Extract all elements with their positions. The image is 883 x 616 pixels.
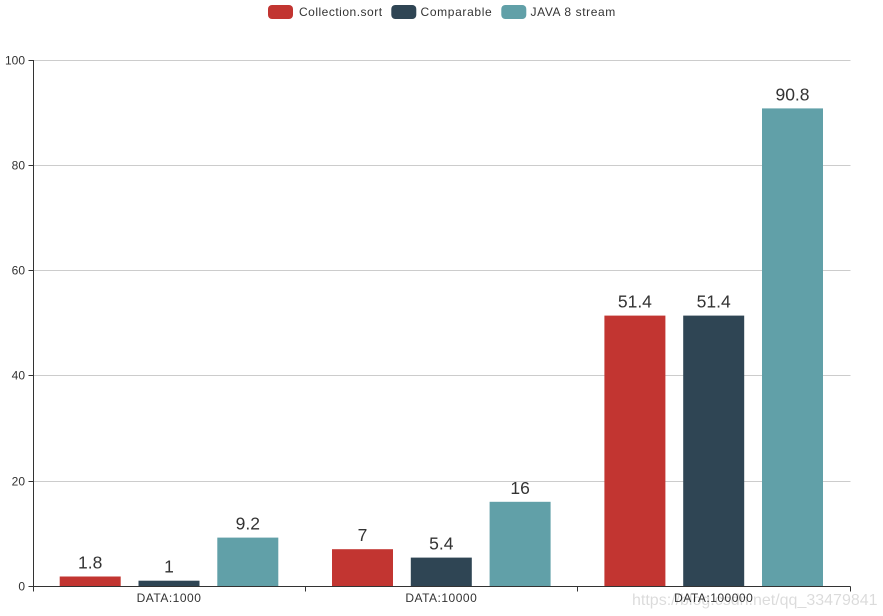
svg-text:80: 80 — [12, 159, 26, 173]
svg-text:51.4: 51.4 — [697, 292, 731, 312]
svg-text:16: 16 — [510, 478, 529, 498]
svg-text:20: 20 — [12, 475, 26, 489]
svg-text:DATA:10000: DATA:10000 — [405, 591, 477, 605]
svg-text:0: 0 — [18, 580, 25, 594]
svg-text:1.8: 1.8 — [78, 553, 102, 573]
svg-text:https://blog.csdn.net/qq_33479: https://blog.csdn.net/qq_33479841 — [632, 592, 878, 609]
svg-text:51.4: 51.4 — [618, 292, 652, 312]
svg-text:90.8: 90.8 — [775, 84, 809, 104]
svg-text:1: 1 — [164, 557, 174, 577]
svg-text:5.4: 5.4 — [429, 534, 454, 554]
svg-text:9.2: 9.2 — [236, 514, 260, 534]
svg-text:JAVA 8 stream: JAVA 8 stream — [531, 5, 616, 19]
svg-text:DATA:1000: DATA:1000 — [137, 591, 202, 605]
svg-text:60: 60 — [12, 264, 26, 278]
svg-text:Comparable: Comparable — [421, 5, 493, 19]
svg-text:100: 100 — [5, 54, 25, 68]
svg-text:7: 7 — [358, 525, 368, 545]
svg-text:DATA:100000: DATA:100000 — [674, 591, 753, 605]
svg-text:Collection.sort: Collection.sort — [299, 5, 383, 19]
svg-text:40: 40 — [12, 369, 26, 383]
